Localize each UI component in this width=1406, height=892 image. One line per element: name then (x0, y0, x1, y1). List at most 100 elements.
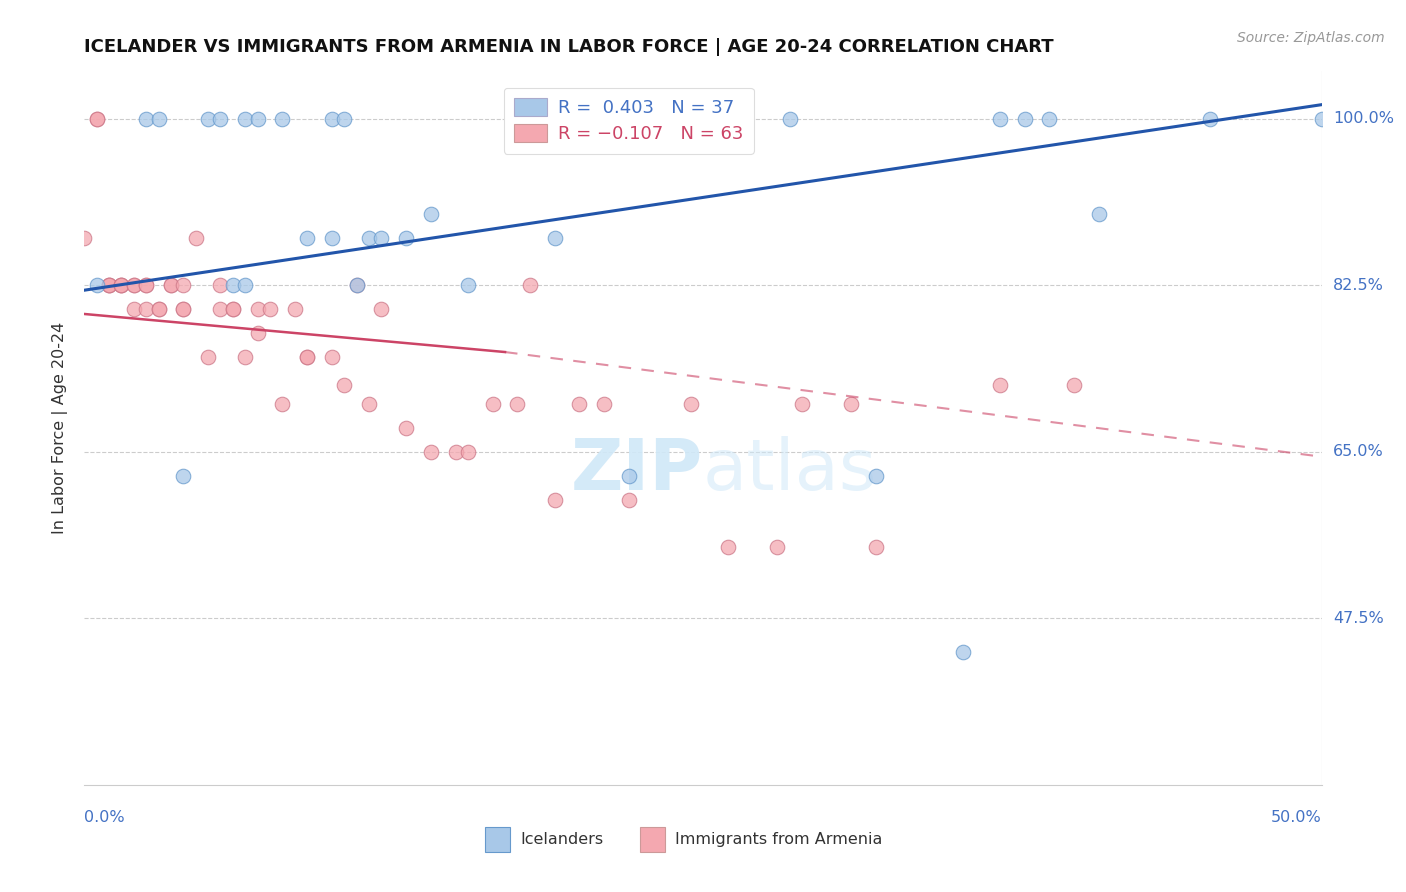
Point (172, 302, 194, 317)
Point (86, 278, 108, 293)
Text: 47.5%: 47.5% (1333, 611, 1384, 626)
Point (1088, 207, 1111, 221)
Point (209, 302, 232, 317)
Point (295, 350, 318, 364)
Point (321, 112, 343, 126)
Point (395, 231, 418, 245)
Point (148, 302, 170, 317)
Point (766, 540, 789, 554)
Point (357, 231, 380, 245)
Point (568, 397, 591, 411)
Point (295, 231, 318, 245)
Point (790, 397, 813, 411)
Point (1014, 112, 1036, 126)
Point (197, 112, 219, 126)
Text: 100.0%: 100.0% (1333, 112, 1393, 127)
Point (246, 326, 269, 340)
Text: ZIP: ZIP (571, 436, 703, 506)
Point (246, 112, 269, 126)
Point (271, 112, 294, 126)
Point (86, 112, 108, 126)
Point (1038, 112, 1060, 126)
Point (1063, 378, 1085, 392)
Point (481, 397, 503, 411)
Point (122, 302, 145, 317)
Point (98, 278, 121, 293)
Point (122, 278, 145, 293)
Y-axis label: In Labor Force | Age 20-24: In Labor Force | Age 20-24 (52, 322, 69, 534)
Text: 65.0%: 65.0% (1333, 444, 1384, 459)
Point (457, 278, 479, 293)
Point (222, 302, 245, 317)
Point (122, 278, 145, 293)
Point (172, 468, 194, 483)
Point (952, 645, 974, 659)
Point (284, 302, 307, 317)
Point (246, 302, 269, 317)
Point (617, 492, 640, 507)
Point (135, 278, 157, 293)
Point (333, 378, 356, 392)
Point (543, 492, 565, 507)
Point (184, 231, 207, 245)
Point (593, 397, 616, 411)
Point (717, 540, 740, 554)
Point (865, 540, 887, 554)
Point (506, 397, 529, 411)
Point (148, 302, 170, 317)
Point (86, 112, 108, 126)
Point (172, 278, 194, 293)
Point (135, 112, 157, 126)
Point (98, 278, 121, 293)
Text: 0.0%: 0.0% (84, 810, 125, 825)
Text: 82.5%: 82.5% (1333, 278, 1384, 293)
Point (259, 302, 281, 317)
Point (419, 207, 441, 221)
Text: ICELANDER VS IMMIGRANTS FROM ARMENIA IN LABOR FORCE | AGE 20-24 CORRELATION CHAR: ICELANDER VS IMMIGRANTS FROM ARMENIA IN … (84, 38, 1054, 56)
Point (519, 278, 541, 293)
Point (617, 468, 640, 483)
Point (555, 112, 578, 126)
Point (160, 278, 183, 293)
Point (543, 231, 565, 245)
Point (457, 445, 479, 459)
Point (321, 350, 343, 364)
Point (419, 445, 441, 459)
Point (73, 231, 96, 245)
Point (209, 112, 232, 126)
Point (1199, 112, 1222, 126)
Point (346, 278, 368, 293)
Point (357, 397, 380, 411)
Point (568, 112, 591, 126)
Point (197, 350, 219, 364)
Text: Icelanders: Icelanders (520, 831, 603, 847)
Point (370, 231, 392, 245)
Legend: R =  0.403   N = 37, R = −0.107   N = 63: R = 0.403 N = 37, R = −0.107 N = 63 (503, 87, 754, 154)
Text: 50.0%: 50.0% (1271, 810, 1322, 825)
Point (233, 278, 256, 293)
Point (865, 468, 887, 483)
Text: Source: ZipAtlas.com: Source: ZipAtlas.com (1237, 31, 1385, 45)
Text: atlas: atlas (703, 436, 877, 506)
Point (988, 112, 1011, 126)
Point (841, 397, 863, 411)
Point (233, 350, 256, 364)
Point (135, 302, 157, 317)
Point (209, 278, 232, 293)
Point (395, 421, 418, 435)
Point (98, 278, 121, 293)
Point (346, 278, 368, 293)
Point (444, 445, 467, 459)
Point (160, 278, 183, 293)
Point (295, 350, 318, 364)
Text: Immigrants from Armenia: Immigrants from Armenia (675, 831, 882, 847)
Point (1310, 112, 1333, 126)
Point (679, 397, 702, 411)
Point (222, 278, 245, 293)
Point (222, 302, 245, 317)
Point (172, 302, 194, 317)
Point (271, 397, 294, 411)
Point (110, 278, 132, 293)
Point (779, 112, 801, 126)
Point (110, 278, 132, 293)
